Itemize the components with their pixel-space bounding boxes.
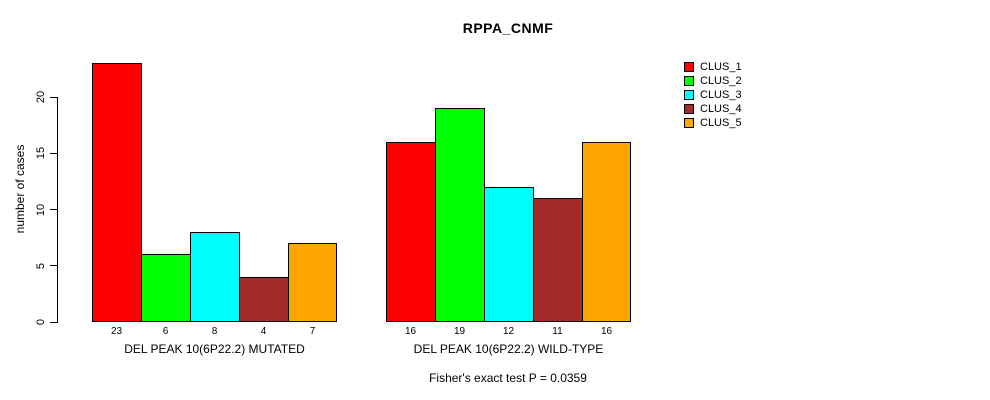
group-label-text: DEL PEAK 10(6P22.2) WILD-TYPE (413, 342, 604, 356)
legend-swatch-CLUS_4 (684, 104, 694, 114)
chart-title: RPPA_CNMF (462, 20, 554, 36)
legend-label-CLUS_5: CLUS_5 (700, 117, 742, 129)
bar-CLUS_5-group1 (288, 243, 337, 322)
y-axis-tick-label-text: 15 (35, 147, 47, 160)
legend-item-CLUS_5: CLUS_5 (684, 116, 742, 130)
legend-swatch-CLUS_3 (684, 90, 694, 100)
bar-value-label: 6 (162, 326, 169, 337)
legend-label-CLUS_1: CLUS_1 (700, 61, 742, 73)
legend-swatch-CLUS_1 (684, 62, 694, 72)
bar-value-label: 19 (453, 326, 466, 337)
bar-value-label: 12 (502, 326, 515, 337)
bar-value-label: 4 (260, 326, 267, 337)
y-axis-tick-10 (50, 209, 57, 210)
y-axis-title-text: number of cases (13, 144, 27, 234)
y-axis-tick-label-text: 5 (35, 262, 47, 269)
bar-CLUS_4-group1 (239, 277, 289, 322)
group-label-text: DEL PEAK 10(6P22.2) MUTATED (124, 342, 305, 356)
y-axis-tick-label-text: 0 (35, 318, 47, 326)
bar-CLUS_1-group2 (386, 142, 436, 322)
bar-CLUS_2-group1 (141, 254, 191, 322)
legend-item-CLUS_2: CLUS_2 (684, 74, 742, 88)
y-axis-tick-15 (50, 152, 57, 154)
y-axis-tick-0 (50, 321, 57, 323)
bar-CLUS_2-group2 (435, 108, 485, 322)
bar-value-label: 16 (404, 326, 417, 337)
bar-value-label: 23 (110, 326, 123, 337)
bar-value-label: 8 (211, 326, 218, 337)
bar-CLUS_3-group1 (190, 232, 240, 322)
y-axis-tick-20 (50, 96, 57, 98)
legend-swatch-CLUS_2 (684, 76, 694, 86)
y-axis-tick-label-text: 20 (35, 90, 47, 104)
bar-value-label: 16 (600, 326, 613, 337)
y-axis-tick-5 (50, 265, 57, 267)
bar-CLUS_4-group2 (533, 198, 583, 322)
bar-CLUS_3-group2 (484, 187, 534, 322)
legend-label-CLUS_4: CLUS_4 (700, 103, 742, 115)
bar-value-label: 7 (309, 326, 316, 337)
y-axis-line (57, 97, 58, 323)
legend-item-CLUS_1: CLUS_1 (684, 60, 742, 74)
legend-label-CLUS_2: CLUS_2 (700, 75, 742, 87)
y-axis-tick-label-text: 10 (35, 203, 47, 216)
bar-CLUS_5-group2 (582, 142, 631, 322)
bar-CLUS_1-group1 (92, 63, 142, 322)
fisher-test-annotation: Fisher's exact test P = 0.0359 (429, 371, 587, 385)
legend-swatch-CLUS_5 (684, 118, 694, 128)
legend-item-CLUS_3: CLUS_3 (684, 88, 742, 102)
bar-value-label: 11 (552, 326, 563, 337)
legend-label-CLUS_3: CLUS_3 (700, 89, 742, 101)
legend-item-CLUS_4: CLUS_4 (684, 102, 742, 116)
